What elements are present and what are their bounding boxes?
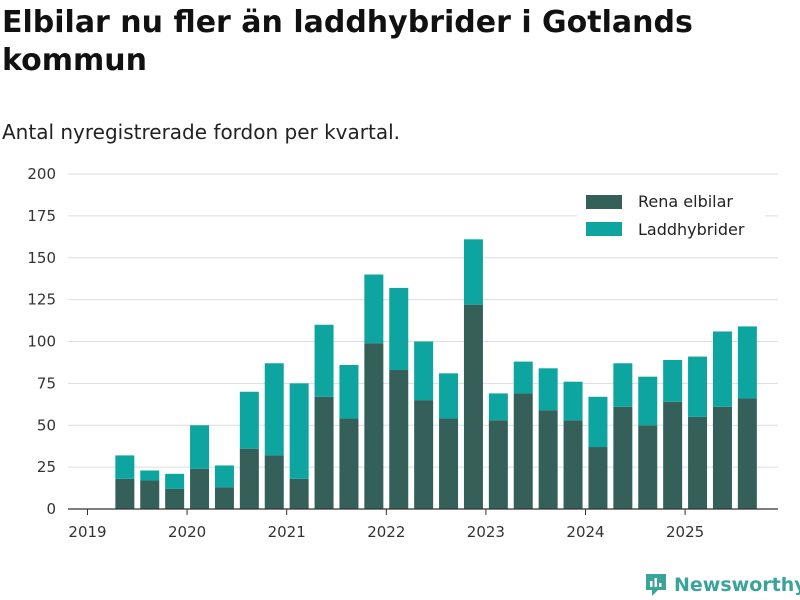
bar-hybrid: [190, 425, 210, 469]
y-tick-label: 75: [37, 374, 56, 392]
bar-hybrid: [140, 470, 160, 481]
bar-hybrid: [712, 331, 732, 407]
bar-electric: [314, 396, 334, 509]
bar-electric: [339, 418, 359, 509]
bar-electric: [538, 410, 558, 509]
bar-hybrid: [289, 383, 309, 479]
bar-electric: [638, 425, 658, 509]
y-tick-label: 0: [46, 500, 56, 518]
bar-electric: [389, 369, 409, 509]
bar-hybrid: [488, 393, 508, 421]
bar-hybrid: [165, 473, 185, 489]
y-tick-label: 25: [37, 458, 56, 476]
bar-hybrid: [463, 239, 483, 305]
x-tick-label: 2022: [367, 523, 405, 541]
bar-hybrid: [538, 368, 558, 411]
y-tick-label: 50: [37, 416, 56, 434]
bar-electric: [439, 418, 459, 509]
chart-title: Elbilar nu fler än laddhybrider i Gotlan…: [2, 5, 693, 78]
legend-swatch-electric: [586, 195, 622, 209]
x-tick-label: 2025: [666, 523, 704, 541]
bar-electric: [214, 487, 234, 509]
x-tick-label: 2024: [566, 523, 604, 541]
bar-hybrid: [439, 373, 459, 419]
bar-electric: [239, 448, 259, 509]
bar-electric: [414, 400, 434, 509]
bar-hybrid: [688, 356, 708, 417]
bar-hybrid: [364, 274, 384, 344]
bar-hybrid: [663, 359, 683, 402]
bar-hybrid: [389, 287, 409, 370]
newsworthy-icon: [646, 574, 666, 596]
bar-electric: [115, 478, 135, 509]
bar-electric: [488, 420, 508, 509]
bar-hybrid: [214, 465, 234, 488]
bar-electric: [613, 406, 633, 509]
y-tick-label: 175: [27, 207, 56, 225]
axes: 0 25 50 75 100 125 150 175 200 2019 2020 2021 2022 20…: [27, 165, 778, 541]
bar-hybrid: [513, 361, 533, 394]
bar-hybrid: [638, 376, 658, 426]
bar-hybrid: [239, 391, 259, 449]
y-tick-label: 100: [27, 333, 56, 351]
bar-electric: [289, 478, 309, 509]
legend-label-hybrid: Laddhybrider: [638, 220, 745, 239]
bars: [115, 239, 757, 509]
bar-electric: [712, 406, 732, 509]
bar-hybrid: [264, 363, 284, 456]
legend-label-electric: Rena elbilar: [638, 192, 733, 211]
y-tick-label: 200: [27, 165, 56, 183]
x-tick-label: 2023: [467, 523, 505, 541]
bar-hybrid: [613, 363, 633, 407]
bar-hybrid: [414, 341, 434, 401]
bar-electric: [688, 416, 708, 509]
bar-hybrid: [339, 364, 359, 419]
bar-electric: [588, 447, 608, 509]
y-tick-label: 125: [27, 291, 56, 309]
x-tick-label: 2020: [168, 523, 206, 541]
x-tick-label: 2019: [68, 523, 106, 541]
bar-hybrid: [115, 455, 135, 479]
legend: Rena elbilar Laddhybrider: [577, 186, 765, 242]
bar-electric: [563, 420, 583, 509]
bar-electric: [364, 343, 384, 509]
x-tick-label: 2021: [268, 523, 306, 541]
newsworthy-logo[interactable]: Newsworthy: [644, 570, 800, 600]
bar-hybrid: [314, 324, 334, 397]
bar-electric: [140, 480, 160, 509]
bar-electric: [513, 393, 533, 509]
y-tick-label: 150: [27, 249, 56, 267]
bar-electric: [737, 398, 757, 509]
bar-hybrid: [588, 396, 608, 448]
bar-electric: [264, 455, 284, 509]
brand-name: Newsworthy: [674, 574, 800, 596]
chart-subtitle: Antal nyregistrerade fordon per kvartal.: [2, 120, 401, 144]
bar-electric: [663, 401, 683, 509]
bar-hybrid: [737, 326, 757, 399]
bar-hybrid: [563, 381, 583, 421]
legend-swatch-hybrid: [586, 222, 622, 236]
bar-electric: [165, 488, 185, 509]
bar-electric: [190, 468, 210, 509]
bar-electric: [463, 304, 483, 509]
